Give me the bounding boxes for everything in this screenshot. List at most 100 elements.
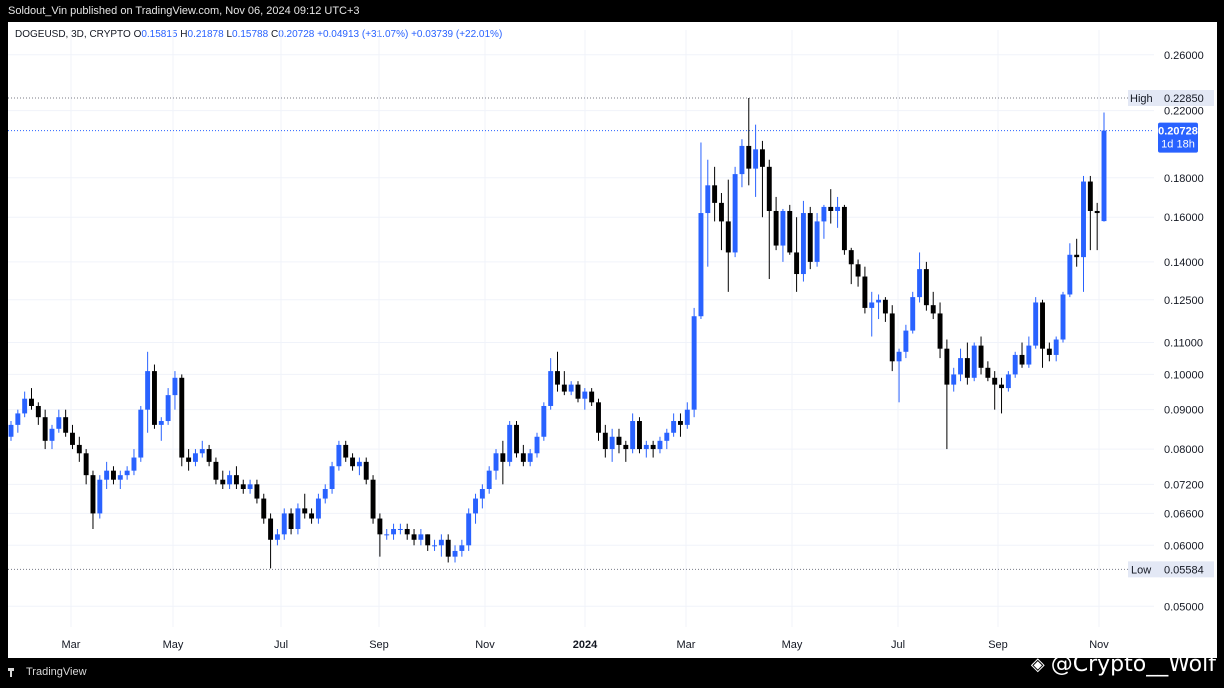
legend-high-label: H — [180, 29, 188, 40]
candle-body — [999, 384, 1004, 389]
candle-body — [1053, 339, 1059, 355]
candle-body — [848, 250, 854, 265]
candle-body — [1026, 345, 1032, 365]
candle-body — [432, 545, 437, 547]
candle-body — [343, 444, 349, 458]
y-tick-label: 0.18000 — [1164, 173, 1204, 185]
candle-body — [800, 213, 806, 275]
candle-body — [172, 377, 178, 396]
candle-body — [1019, 354, 1025, 365]
candle-body — [104, 470, 110, 480]
candle-body — [151, 371, 157, 425]
candle-body — [425, 534, 431, 546]
candle-body — [199, 449, 205, 454]
candle-body — [759, 149, 765, 167]
candle-body — [937, 313, 943, 349]
candle-body — [377, 518, 383, 535]
legend-extra-change: +0.03739 (+22.01%) — [411, 29, 503, 40]
legend-open-label: O — [133, 29, 142, 40]
candle-body — [794, 252, 800, 275]
candlestick-chart[interactable]: 0.26000 0.22000 0.18000 0.16000 0.14000 0.125… — [8, 22, 1217, 658]
candle-body — [609, 436, 615, 450]
candle-body — [582, 391, 588, 399]
high-label-box — [1128, 89, 1162, 106]
candle-body — [623, 444, 629, 450]
x-tick-label: Sep — [369, 639, 389, 651]
x-tick-label: Sep — [988, 639, 1008, 651]
x-tick-label: Jul — [274, 639, 288, 651]
candle-body — [124, 470, 130, 476]
x-tick-label: Jul — [891, 639, 905, 651]
candle-body — [1040, 302, 1045, 349]
candle-body — [841, 206, 847, 251]
candle-body — [520, 453, 526, 462]
candle-body — [896, 351, 902, 362]
x-tick-label: May — [163, 639, 184, 651]
low-value: 0.05584 — [1164, 564, 1204, 576]
candle-body — [90, 475, 96, 514]
candle-body — [548, 371, 554, 406]
candle-body — [568, 384, 574, 392]
tradingview-logo: TradingView — [8, 666, 87, 678]
candle-body — [602, 432, 608, 450]
tradingview-brand: TradingView — [26, 666, 87, 678]
candle-body — [753, 149, 759, 169]
y-tick-label: 0.05000 — [1164, 601, 1204, 613]
candle-body — [315, 498, 321, 519]
candle-body — [438, 539, 444, 546]
candle-body — [630, 421, 636, 450]
candle-body — [288, 513, 294, 529]
chart-panel[interactable] — [8, 22, 1217, 658]
candle-body — [616, 436, 622, 445]
candle-body — [363, 461, 369, 480]
high-value: 0.22850 — [1164, 93, 1204, 105]
x-tick-label: May — [782, 639, 803, 651]
legend-change: +0.04913 (+31.07%) — [317, 29, 409, 40]
candle-body — [268, 518, 274, 540]
candle-body — [882, 299, 888, 314]
candle-body — [261, 498, 267, 519]
candle-body — [596, 402, 601, 433]
binance-icon: ◈ — [1030, 654, 1045, 675]
candle-body — [691, 316, 697, 410]
candle-body — [206, 449, 212, 462]
candle-body — [1081, 181, 1086, 258]
legend-high-value: 0.21878 — [187, 29, 224, 40]
candle-body — [493, 453, 499, 471]
candle-body — [814, 221, 820, 262]
candle-body — [356, 461, 362, 467]
candle-body — [295, 508, 301, 529]
candle-body — [862, 276, 868, 308]
candle-body — [479, 488, 485, 499]
candle-body — [329, 466, 335, 489]
candle-body — [247, 484, 253, 489]
y-tick-label: 0.22000 — [1164, 106, 1204, 118]
candle-body — [131, 457, 137, 471]
candle-body — [992, 377, 998, 385]
candle-body — [903, 330, 909, 352]
candle-body — [1094, 210, 1100, 214]
candle-body — [404, 528, 410, 535]
candle-body — [336, 444, 342, 467]
candle-body — [1005, 374, 1011, 389]
candle-body — [452, 550, 458, 557]
candle-body — [978, 345, 984, 368]
candle-body — [712, 185, 718, 203]
candle-body — [179, 377, 185, 458]
candle-body — [411, 534, 417, 540]
y-tick-label: 0.06000 — [1164, 540, 1204, 552]
candle-body — [561, 384, 567, 392]
candle-body — [1046, 348, 1052, 355]
candle-body — [254, 484, 260, 499]
candle-body — [459, 545, 465, 551]
legend-low-label: L — [226, 29, 233, 40]
candle-body — [145, 371, 151, 410]
candle-body — [192, 453, 198, 462]
candle-body — [718, 202, 724, 222]
candle-body — [541, 405, 547, 437]
candle-body — [739, 145, 745, 175]
legend-low-value: 0.15788 — [232, 29, 269, 40]
candle-body — [281, 513, 287, 535]
candle-body — [309, 513, 315, 519]
y-tick-label: 0.16000 — [1164, 212, 1204, 224]
